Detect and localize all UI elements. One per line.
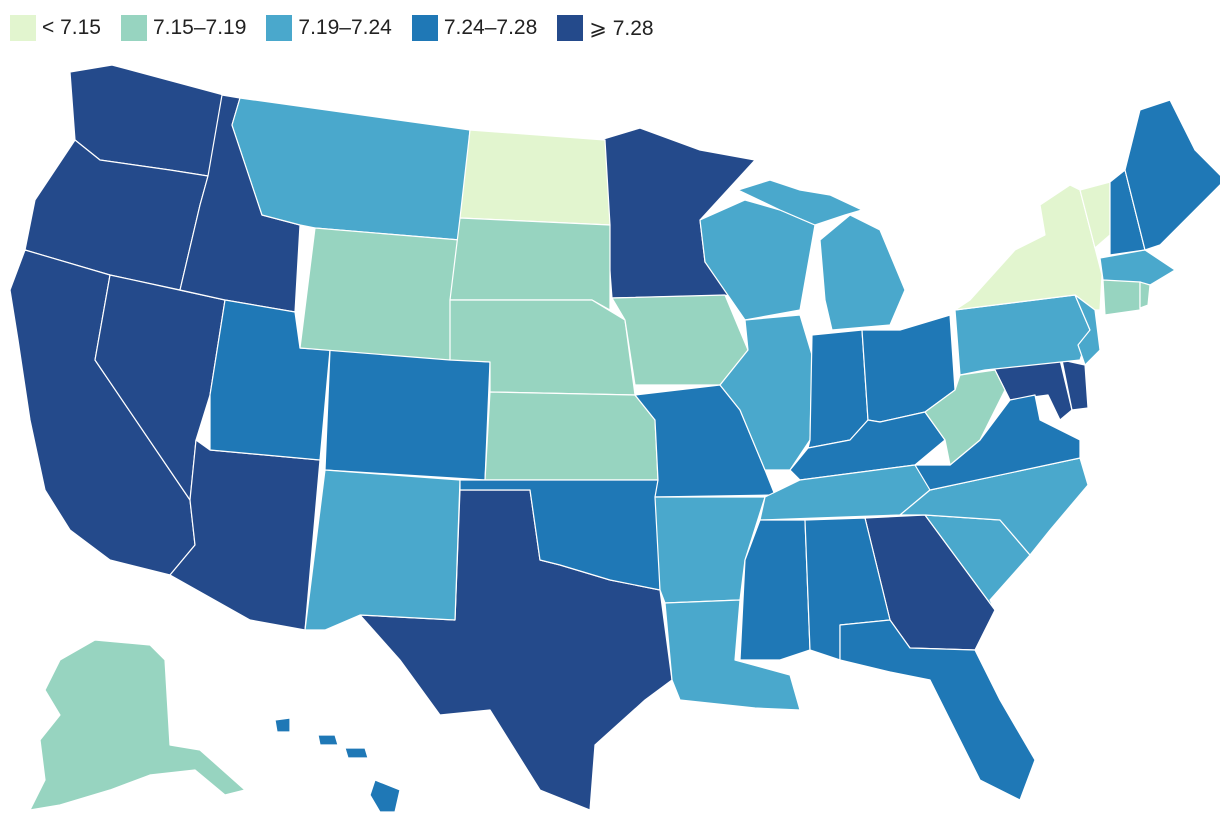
state-rhode-island: Rhode Island <box>1139 281 1151 309</box>
legend-swatch <box>266 15 293 41</box>
state-alaska: Alaska <box>29 639 246 811</box>
state-south-dakota: South Dakota <box>449 217 611 311</box>
legend-label: 7.24–7.28 <box>443 16 538 39</box>
state-colorado: Colorado <box>324 349 491 481</box>
legend-item: 7.24–7.28 <box>411 15 538 41</box>
legend-label: 7.15–7.19 <box>152 16 247 39</box>
state-new-york: New York <box>954 184 1103 311</box>
state-wisconsin: Wisconsin <box>699 199 816 321</box>
state-connecticut: Connecticut <box>1102 279 1141 316</box>
legend-item: ⩾ 7.28 <box>557 15 654 41</box>
state-delaware: Delaware <box>1061 359 1089 411</box>
legend-item: 7.15–7.19 <box>120 15 247 41</box>
state-new-jersey: New Jersey <box>1074 294 1101 366</box>
state-iowa: Iowa <box>611 294 749 386</box>
state-maine: Maine <box>1124 99 1220 251</box>
legend: < 7.15 7.15–7.19 7.19–7.24 7.24–7.28 ⩾ 7… <box>10 12 674 44</box>
state-massachusetts: Massachusetts <box>1099 249 1176 286</box>
state-florida: Florida <box>839 619 1036 801</box>
state-wyoming: Wyoming <box>299 227 461 361</box>
state-kansas: Kansas <box>484 391 659 481</box>
legend-swatch <box>557 15 584 41</box>
legend-label: ⩾ 7.28 <box>589 16 654 40</box>
state-illinois: Illinois <box>719 314 813 471</box>
state-louisiana: Louisiana <box>664 599 801 711</box>
state-west-virginia: West Virginia <box>924 369 1006 466</box>
legend-swatch <box>411 15 438 41</box>
state-michigan: Michigan <box>737 179 906 331</box>
state-north-dakota: North Dakota <box>459 129 611 226</box>
state-arizona: Arizona <box>169 439 321 631</box>
legend-label: < 7.15 <box>42 16 101 39</box>
state-new-hampshire: New Hampshire <box>1109 169 1146 256</box>
state-new-mexico: New Mexico <box>304 469 461 631</box>
legend-swatch <box>120 15 147 41</box>
legend-swatch <box>10 15 36 41</box>
state-hawaii: Hawaii <box>274 717 401 813</box>
state-utah: Utah <box>209 299 331 461</box>
legend-item: 7.19–7.24 <box>266 15 392 41</box>
legend-item: < 7.15 <box>10 15 101 41</box>
legend-label: 7.19–7.24 <box>298 16 392 39</box>
